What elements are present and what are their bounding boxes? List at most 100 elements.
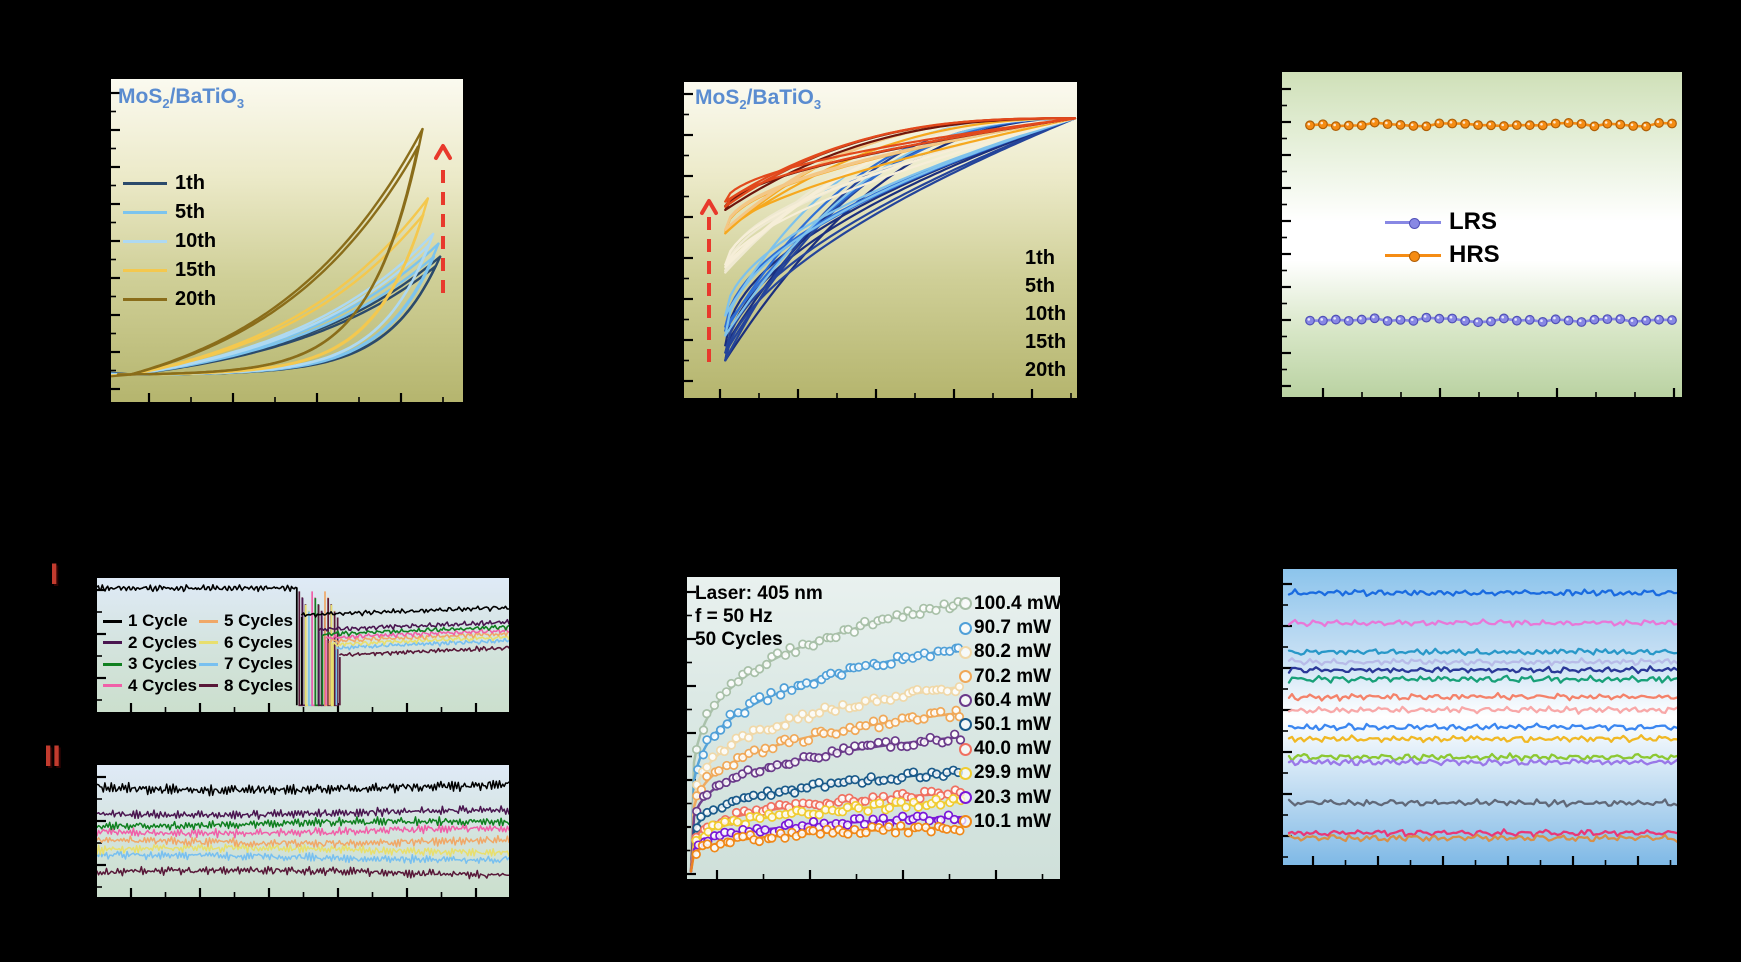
legend-label: 15th — [175, 258, 217, 281]
legend-swatch — [199, 619, 218, 623]
legend-swatch — [959, 766, 972, 780]
legend-item: 70.2 mW — [959, 665, 1051, 689]
arrow-up-icon — [700, 199, 718, 362]
legend-item: 29.9 mW — [959, 761, 1051, 785]
legend-label: 100.4 mW — [974, 592, 1062, 614]
legend-swatch — [959, 621, 972, 635]
legend-label: LRS — [1449, 208, 1497, 235]
legend-item: 20th — [967, 356, 1066, 384]
panel-iv-hysteresis: MoS2/BaTiO3 1th 5th 10th 15th 20th — [111, 79, 463, 402]
legend-item: 40.0 mW — [959, 737, 1051, 761]
legend-item: 20.3 mW — [959, 786, 1051, 810]
title-text: MoS — [695, 86, 740, 109]
legend-swatch — [199, 684, 218, 687]
plot-retention — [1282, 87, 1677, 397]
title-text: /BaTiO — [746, 86, 814, 109]
legend-item: 15th — [967, 329, 1066, 357]
legend-swatch — [103, 641, 122, 644]
legend-swatch — [199, 641, 218, 644]
title-text: /BaTiO — [169, 85, 237, 108]
axis-ticks — [111, 91, 444, 402]
legend-item: 4 Cycles — [103, 675, 197, 697]
plot-laser-power — [687, 590, 1044, 879]
legend-label: 4 Cycles — [128, 675, 197, 695]
legend-item: 5th — [967, 273, 1055, 301]
legend-swatch — [1385, 217, 1441, 229]
plot-multilevel — [1283, 582, 1677, 865]
legend-item: 60.4 mW — [959, 689, 1051, 713]
legend-label: 2 Cycles — [128, 632, 197, 652]
legend-label: 1 Cycle — [128, 611, 188, 630]
annotation-frequency: f = 50 Hz — [695, 606, 773, 627]
title-subscript: 2 — [162, 96, 170, 111]
title-subscript: 3 — [813, 97, 822, 112]
legend-item: 100.4 mW — [959, 592, 1062, 616]
legend-item: 8 Cycles — [199, 675, 293, 697]
legend-label: 10.1 mW — [974, 810, 1052, 832]
legend-swatch — [199, 662, 218, 666]
legend-swatch — [959, 815, 972, 829]
legend-swatch — [967, 369, 1017, 372]
panel-label-II: II — [44, 740, 61, 773]
legend-swatch — [967, 257, 1017, 260]
legend-item: 90.7 mW — [959, 616, 1051, 640]
legend-item: LRS — [1385, 206, 1497, 239]
legend-item: 20th — [123, 285, 216, 314]
arrow-up-icon — [434, 144, 452, 293]
legend-item: 50.1 mW — [959, 713, 1051, 737]
legend-label: 3 Cycles — [128, 654, 197, 673]
title-text: MoS — [118, 85, 163, 108]
legend-label: 60.4 mW — [974, 689, 1052, 711]
legend-swatch — [959, 645, 972, 659]
annotation-cycles: 50 Cycles — [695, 629, 783, 650]
legend-swatch — [123, 181, 167, 185]
legend-label: 1th — [1025, 247, 1055, 270]
panel-title: MoS2/BaTiO3 — [695, 86, 821, 112]
legend-label: 8 Cycles — [224, 675, 293, 695]
legend-swatch — [967, 341, 1017, 344]
legend-item: 10th — [967, 301, 1066, 329]
legend-label: 40.0 mW — [974, 738, 1052, 760]
legend-swatch — [959, 742, 972, 756]
legend-label: 90.7 mW — [974, 617, 1052, 639]
legend-item: 10th — [123, 227, 216, 256]
plot-pulse-response-II — [97, 775, 509, 897]
axis-ticks — [1282, 87, 1676, 397]
legend-swatch — [959, 670, 972, 684]
panel-set-curves: MoS2/BaTiO3 1th 5th 10th 15th 20th — [684, 82, 1077, 398]
legend-item: 2 Cycles — [103, 632, 197, 654]
legend-label: 1th — [175, 171, 205, 194]
legend-swatch — [123, 210, 167, 214]
plot-iv-hysteresis — [111, 91, 452, 402]
panel-title: MoS2/BaTiO3 — [118, 85, 244, 111]
legend-label: 15th — [1025, 330, 1067, 353]
legend-swatch — [959, 597, 972, 611]
panel-retention: LRS HRS — [1282, 72, 1682, 397]
legend-label: 20th — [1025, 358, 1067, 381]
legend-item: 10.1 mW — [959, 810, 1051, 834]
legend-swatch — [123, 297, 167, 301]
legend-swatch — [123, 268, 167, 272]
panel-pulse-response-II — [97, 765, 509, 897]
legend-label: 50.1 mW — [974, 713, 1052, 735]
annotation-laser: Laser: 405 nm — [695, 583, 823, 604]
legend-item: HRS — [1385, 239, 1500, 272]
legend-item: 7 Cycles — [199, 653, 293, 675]
legend-item: 3 Cycles — [103, 653, 197, 675]
plot-set-curves — [684, 92, 1077, 398]
legend-item: 5th — [123, 198, 205, 227]
legend-label: 6 Cycles — [224, 632, 293, 652]
legend-label: HRS — [1449, 241, 1500, 268]
legend-label: 29.9 mW — [974, 762, 1052, 784]
legend-label: 80.2 mW — [974, 641, 1052, 663]
legend-swatch — [103, 684, 122, 687]
legend-swatch — [103, 662, 122, 666]
plot-pulse-response-I — [97, 584, 509, 712]
title-subscript: 2 — [739, 97, 747, 112]
panel-multilevel — [1283, 569, 1677, 865]
legend-label: 20.3 mW — [974, 786, 1052, 808]
legend-item: 1th — [967, 245, 1055, 273]
legend-item: 1 Cycle — [103, 610, 188, 632]
legend-label: 5 Cycles — [224, 611, 293, 630]
panel-label-I: I — [50, 558, 59, 591]
